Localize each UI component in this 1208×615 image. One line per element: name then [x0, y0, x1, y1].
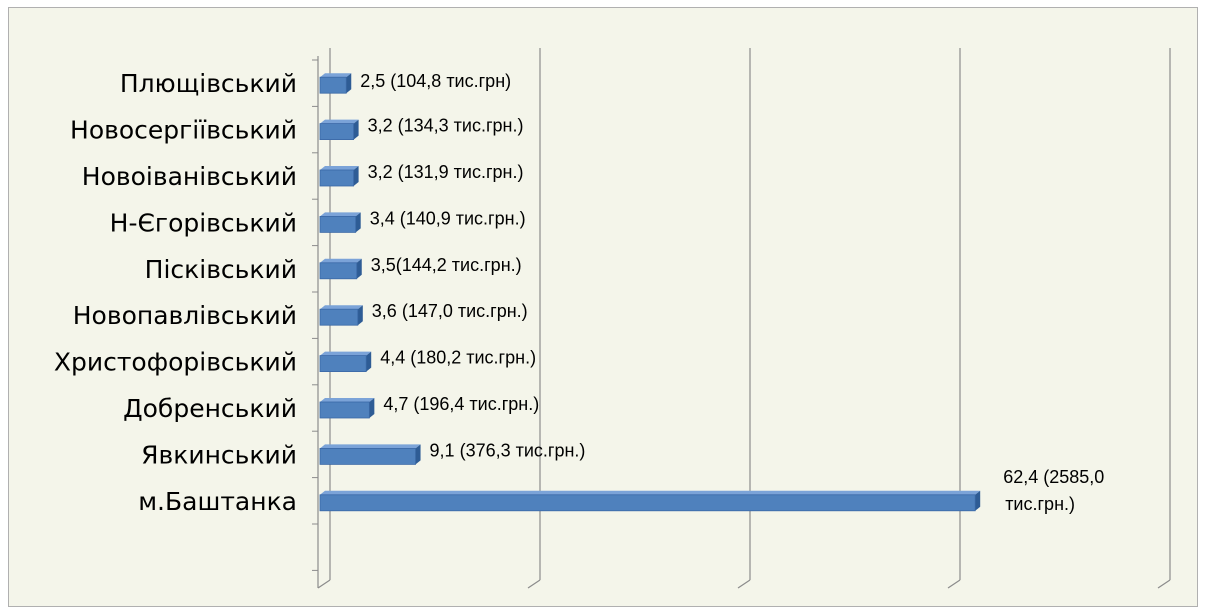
- data-label: 3,2 (134,3 тис.грн.): [368, 116, 524, 136]
- bar-top: [320, 258, 362, 263]
- bar-end: [975, 490, 981, 511]
- category-label: Новоіванівський: [82, 162, 297, 191]
- data-label: 3,4 (140,9 тис.грн.): [370, 208, 526, 228]
- data-label: 62,4 (2585,0 тис.грн.): [1003, 467, 1104, 514]
- bar: [319, 351, 372, 373]
- bar-front: [319, 447, 416, 465]
- bar-top: [320, 212, 361, 217]
- bar-top: [320, 73, 352, 78]
- bar-end: [366, 351, 372, 372]
- category-label: Новопавлівський: [73, 301, 297, 330]
- bar-end: [353, 119, 359, 140]
- bar: [319, 398, 375, 419]
- category-label: Явкинський: [141, 440, 297, 469]
- bar-front: [319, 76, 347, 94]
- bar-end: [369, 398, 375, 418]
- bar-front: [319, 123, 354, 140]
- data-label: 4,4 (180,2 тис.грн.): [380, 348, 536, 368]
- data-label: 4,7 (196,4 тис.грн.): [383, 394, 539, 414]
- bar-front: [319, 494, 976, 512]
- bar-end: [346, 73, 352, 94]
- bar-top: [320, 351, 372, 356]
- data-label-line: 3,2 (131,9 тис.грн.): [368, 162, 524, 182]
- bar: [319, 444, 421, 465]
- bar: [319, 490, 981, 512]
- data-label-line: 3,4 (140,9 тис.грн.): [370, 208, 526, 228]
- bar: [319, 305, 363, 326]
- data-label-line: 4,7 (196,4 тис.грн.): [383, 394, 539, 414]
- bar: [319, 119, 359, 140]
- bar-end: [353, 166, 359, 186]
- bar-top: [320, 119, 359, 124]
- bar: [319, 258, 362, 280]
- category-label: Плющівський: [120, 69, 297, 98]
- data-label-line: тис.грн.): [1005, 494, 1075, 514]
- bar-top: [320, 444, 421, 449]
- bar-end: [355, 212, 361, 233]
- bar-front: [319, 169, 354, 187]
- data-label-line: 62,4 (2585,0: [1003, 467, 1104, 487]
- data-label-line: 3,2 (134,3 тис.грн.): [368, 116, 524, 136]
- data-label-line: 2,5 (104,8 тис.грн): [360, 71, 511, 91]
- data-label: 3,2 (131,9 тис.грн.): [368, 162, 524, 182]
- data-label-line: 3,6 (147,0 тис.грн.): [372, 301, 528, 321]
- gridline-depth: [527, 579, 541, 589]
- bar-top: [320, 166, 359, 170]
- data-label: 9,1 (376,3 тис.грн.): [430, 440, 586, 460]
- gridline-depth: [317, 579, 331, 589]
- gridline-depth: [1157, 579, 1171, 589]
- data-label: 3,6 (147,0 тис.грн.): [372, 301, 528, 321]
- data-label: 2,5 (104,8 тис.грн): [360, 71, 511, 91]
- bar-front: [319, 308, 359, 326]
- category-axis: [312, 56, 319, 588]
- bar-front: [319, 262, 358, 280]
- category-label: Добренський: [123, 394, 297, 423]
- data-label-line: 3,5(144,2 тис.грн.): [371, 255, 522, 275]
- gridline-depth: [737, 579, 751, 589]
- bar: [319, 166, 359, 187]
- data-label-line: 4,4 (180,2 тис.грн.): [380, 348, 536, 368]
- labels: Плющівський 2,5 (104,8 тис.грн) Новосергії…: [54, 69, 1104, 516]
- bar-end: [356, 258, 362, 279]
- gridline-depth: [947, 579, 961, 589]
- bar-top: [320, 490, 981, 495]
- bar: [319, 73, 352, 94]
- category-label: Н-Єгорівський: [110, 208, 297, 237]
- category-label: Пісківський: [145, 255, 297, 284]
- category-label: м.Баштанка: [138, 487, 297, 516]
- data-label: 3,5(144,2 тис.грн.): [371, 255, 522, 275]
- bar-front: [319, 401, 370, 419]
- bar-top: [320, 305, 363, 310]
- bar-top: [320, 398, 375, 402]
- bar: [319, 212, 361, 233]
- bar-end: [357, 305, 363, 326]
- bar-front: [319, 355, 367, 373]
- bar-front: [319, 215, 357, 233]
- category-label: Новосергіївський: [70, 116, 297, 145]
- data-label-line: 9,1 (376,3 тис.грн.): [430, 440, 586, 460]
- bars: [319, 73, 981, 512]
- category-label: Христофорівський: [54, 348, 297, 377]
- bar-end: [415, 444, 421, 465]
